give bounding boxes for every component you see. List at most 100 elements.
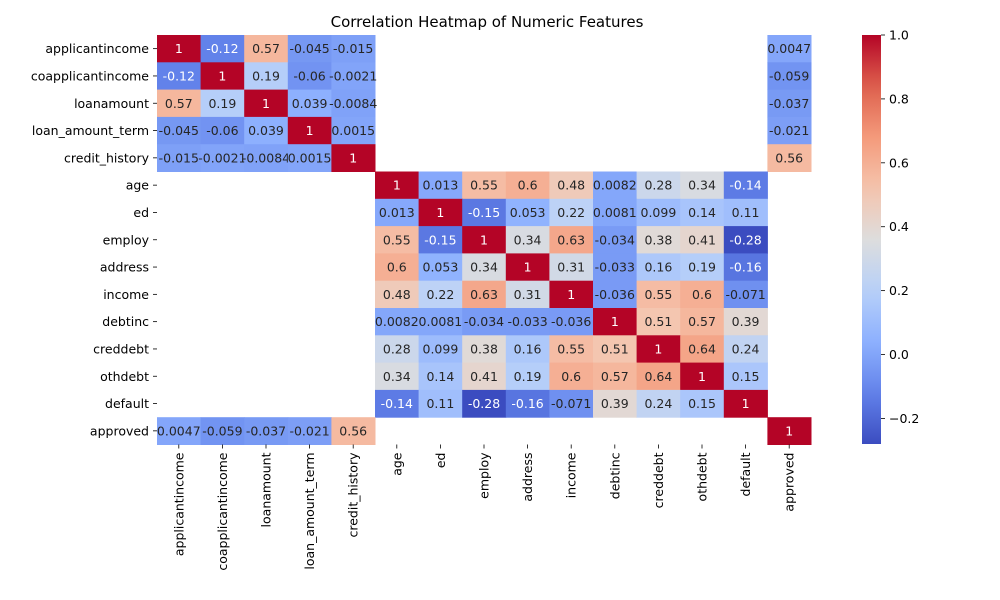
cell-value-label: 0.48 — [557, 178, 585, 193]
cell-value-label: -0.0021 — [198, 150, 246, 165]
cell-value-label: 1 — [742, 396, 750, 411]
heatmap-cell — [462, 362, 507, 391]
cell-value-label: 0.11 — [732, 205, 760, 220]
cell-value-label: 0.0047 — [157, 423, 201, 438]
cell-value-label: 0.099 — [423, 341, 459, 356]
cell-value-label: 1 — [785, 423, 793, 438]
cell-value-label: 0.22 — [426, 287, 454, 302]
cell-value-label: 0.39 — [732, 314, 760, 329]
cell-value-label: -0.06 — [293, 68, 325, 83]
x-tick-label: income — [564, 452, 579, 498]
heatmap-cell — [505, 226, 550, 254]
heatmap-cell — [505, 308, 550, 336]
cell-value-label: 0.28 — [383, 341, 411, 356]
cell-value-label: 0.14 — [688, 205, 716, 220]
cell-value-label: 0.41 — [688, 232, 716, 247]
heatmap-cell — [723, 308, 768, 336]
heatmap-cell — [680, 280, 725, 309]
cell-value-label: 0.51 — [601, 341, 629, 356]
cell-value-label: 0.55 — [470, 178, 498, 193]
cell-value-label: -0.037 — [769, 96, 809, 111]
cell-value-label: 0.57 — [252, 41, 280, 56]
heatmap-cell — [549, 253, 594, 282]
heatmap-cell — [767, 116, 812, 145]
cell-value-label: 1 — [698, 369, 706, 384]
x-tick-label: creddebt — [651, 452, 666, 508]
heatmap-cell — [636, 171, 681, 200]
colorbar-tick-label: 0.0 — [889, 347, 909, 362]
x-tick-label: ed — [433, 453, 448, 469]
cell-value-label: 1 — [175, 41, 183, 56]
colorbar-tick-label: 0.2 — [889, 283, 909, 298]
heatmap-cell — [200, 89, 245, 118]
heatmap-cell — [505, 198, 550, 227]
heatmap-cell — [462, 389, 507, 418]
cell-value-label: -0.071 — [725, 287, 765, 302]
heatmap-cell — [244, 62, 289, 91]
heatmap-cell — [767, 417, 812, 445]
heatmap-cell — [418, 253, 463, 282]
cell-value-label: -0.14 — [729, 178, 761, 193]
cell-value-label: 0.15 — [688, 396, 716, 411]
y-tick-label: creddebt — [93, 341, 149, 356]
cell-value-label: -0.034 — [464, 314, 504, 329]
cell-value-label: 0.19 — [688, 260, 716, 275]
heatmap-cell — [418, 226, 463, 254]
heatmap-cell — [418, 280, 463, 309]
heatmap-cell — [462, 280, 507, 309]
cell-value-label: 0.0081 — [593, 205, 637, 220]
cell-value-label: 1 — [480, 232, 488, 247]
heatmap-cell — [549, 226, 594, 254]
heatmap-cell — [593, 280, 638, 309]
heatmap-cell — [331, 35, 376, 63]
heatmap-cell — [331, 116, 376, 145]
y-tick-label: credit_history — [64, 150, 150, 165]
heatmap-cell — [375, 226, 420, 254]
y-tick-label: address — [100, 260, 149, 275]
y-tick-label: age — [126, 178, 150, 193]
heatmap-cell — [680, 389, 725, 418]
heatmap-cell — [418, 308, 463, 336]
heatmap-cell — [593, 171, 638, 200]
cell-value-label: -0.033 — [507, 314, 547, 329]
heatmap-cell — [462, 198, 507, 227]
cell-value-label: 0.11 — [426, 396, 454, 411]
cell-value-label: 0.19 — [252, 68, 280, 83]
colorbar-gradient — [862, 35, 881, 444]
heatmap-cell — [287, 35, 332, 63]
cell-value-label: 1 — [654, 341, 662, 356]
cell-value-label: 0.14 — [426, 369, 454, 384]
heatmap-cell — [549, 308, 594, 336]
cell-value-label: 0.16 — [644, 260, 672, 275]
heatmap-cell — [244, 116, 289, 145]
cell-value-label: 0.6 — [518, 178, 538, 193]
heatmap-cell — [287, 62, 332, 91]
cell-value-label: 0.41 — [470, 369, 498, 384]
cell-value-label: -0.015 — [333, 41, 373, 56]
heatmap-cell — [593, 253, 638, 282]
cell-value-label: 0.24 — [732, 341, 760, 356]
heatmap-cell — [287, 144, 332, 172]
cell-value-label: 0.55 — [557, 341, 585, 356]
cell-value-label: 0.013 — [423, 178, 459, 193]
colorbar-tick-label: 1.0 — [889, 28, 909, 43]
heatmap-cell — [680, 308, 725, 336]
heatmap-cell — [723, 335, 768, 364]
cell-value-label: 0.0081 — [419, 314, 463, 329]
x-tick-label: approved — [782, 453, 797, 512]
heatmap-cell — [157, 35, 202, 63]
colorbar-tick-label: −0.2 — [889, 411, 919, 426]
x-tick-label: applicantincome — [171, 452, 186, 556]
heatmap-cell — [505, 362, 550, 391]
heatmap-cell — [505, 253, 550, 282]
heatmap-cell — [375, 389, 420, 418]
heatmap-cell — [505, 389, 550, 418]
cell-value-label: 0.22 — [557, 205, 585, 220]
cell-value-label: 0.6 — [692, 287, 712, 302]
heatmap-cell — [636, 335, 681, 364]
cell-value-label: -0.037 — [246, 423, 286, 438]
y-tick-label: employ — [103, 232, 150, 247]
cell-value-label: -0.12 — [206, 41, 238, 56]
heatmap-cell — [331, 62, 376, 91]
heatmap-cell — [244, 89, 289, 118]
